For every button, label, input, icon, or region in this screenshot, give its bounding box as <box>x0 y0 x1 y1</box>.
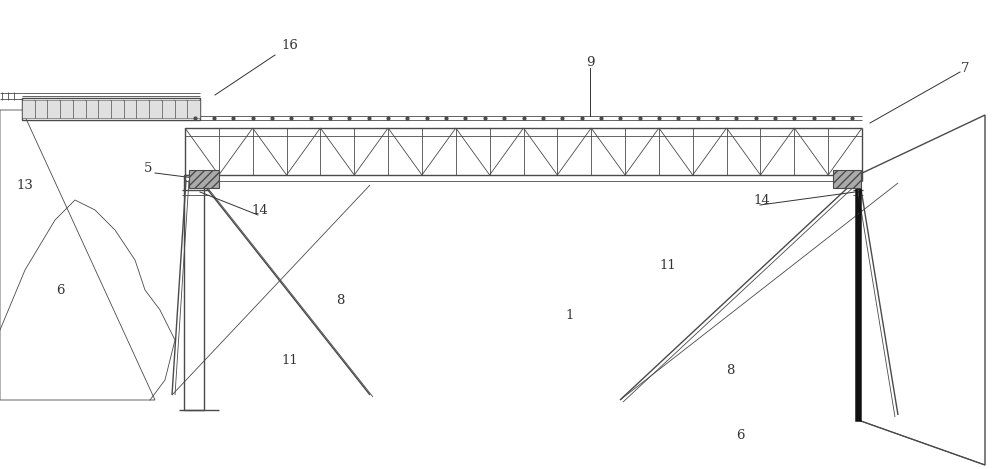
Bar <box>60 100 73 118</box>
Bar <box>162 100 175 118</box>
Bar <box>86 100 98 118</box>
Bar <box>833 170 861 188</box>
Bar <box>184 175 204 410</box>
Text: 5: 5 <box>144 161 152 174</box>
Bar <box>22 98 200 120</box>
Text: 6: 6 <box>736 429 744 441</box>
Text: 14: 14 <box>754 194 770 206</box>
Text: 6: 6 <box>56 283 64 296</box>
Text: 1: 1 <box>566 309 574 322</box>
Bar <box>98 100 111 118</box>
Bar <box>856 175 860 420</box>
Text: 16: 16 <box>282 38 298 52</box>
Text: 9: 9 <box>586 55 594 68</box>
Bar <box>111 100 124 118</box>
Bar <box>47 100 60 118</box>
Text: 11: 11 <box>282 354 298 366</box>
Bar <box>22 100 35 118</box>
Text: 8: 8 <box>336 294 344 307</box>
Bar <box>73 100 86 118</box>
Text: 8: 8 <box>726 363 734 377</box>
Bar <box>149 100 162 118</box>
Text: 13: 13 <box>17 179 33 191</box>
Bar <box>187 100 200 118</box>
Bar <box>175 100 187 118</box>
Bar <box>124 100 136 118</box>
Text: 7: 7 <box>961 61 969 75</box>
Bar <box>35 100 47 118</box>
Text: 14: 14 <box>252 204 268 217</box>
Bar <box>189 170 219 188</box>
Bar <box>136 100 149 118</box>
Text: 11: 11 <box>660 258 676 272</box>
